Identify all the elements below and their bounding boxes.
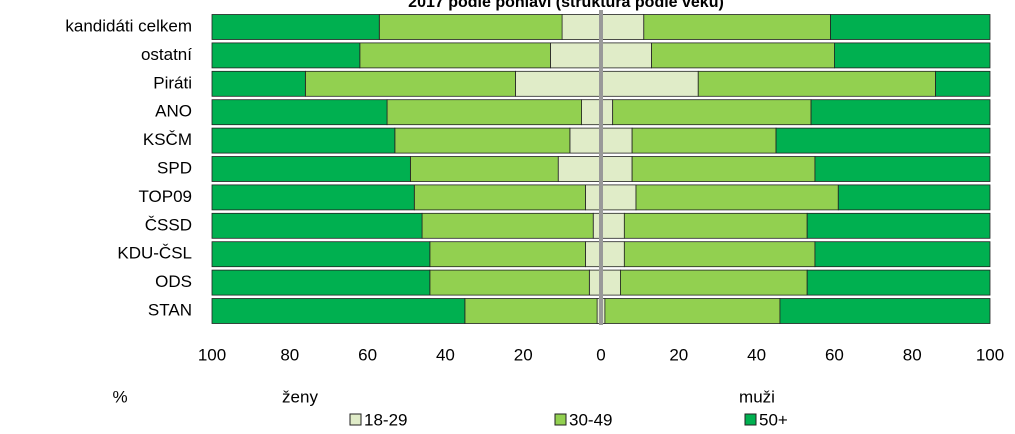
- legend-label: 30-49: [569, 410, 612, 429]
- bar-segment: [935, 70, 991, 97]
- category-label: ČSSD: [145, 215, 192, 234]
- bar-segment: [211, 99, 388, 126]
- bar-segment: [211, 241, 431, 268]
- bar-segment: [631, 127, 777, 154]
- bar-segment: [211, 269, 431, 296]
- bar-segment: [775, 127, 991, 154]
- bar-segment: [585, 241, 602, 268]
- bar-segment: [600, 241, 625, 268]
- x-axis-label: %: [112, 387, 127, 406]
- legend-label: 18-29: [364, 410, 407, 429]
- bar-segment: [386, 99, 582, 126]
- x-tick-label: 100: [976, 345, 1004, 364]
- left-side-label: ženy: [282, 387, 318, 406]
- bar-segment: [600, 212, 625, 239]
- bar-segment: [643, 14, 831, 40]
- bar-segment: [515, 70, 602, 97]
- bar-segment: [211, 184, 415, 211]
- bar-segment: [814, 241, 991, 268]
- category-label: ODS: [155, 272, 192, 291]
- bar-segment: [806, 212, 991, 239]
- x-tick-label: 60: [358, 345, 377, 364]
- category-label: KSČM: [143, 130, 192, 149]
- bar-segment: [359, 42, 551, 69]
- bar-segment: [623, 212, 808, 239]
- bar-segment: [837, 184, 991, 211]
- category-label: KDU-ČSL: [117, 244, 192, 263]
- bar-segment: [409, 156, 559, 182]
- bar-segment: [651, 42, 835, 69]
- bar-segment: [810, 99, 991, 126]
- x-tick-label: 80: [280, 345, 299, 364]
- bar-segment: [814, 156, 991, 182]
- bar-segment: [557, 156, 602, 182]
- bar-segment: [561, 14, 602, 40]
- bar-segment: [211, 14, 380, 40]
- category-label: ANO: [155, 102, 192, 121]
- bar-segment: [585, 184, 602, 211]
- bar-segment: [394, 127, 571, 154]
- legend-label: 50+: [759, 410, 788, 429]
- category-label: Piráti: [153, 73, 192, 92]
- bar-segment: [211, 70, 306, 97]
- legend-swatch: [744, 413, 757, 426]
- x-tick-label: 40: [436, 345, 455, 364]
- category-label: STAN: [148, 300, 192, 319]
- bar-segment: [612, 99, 812, 126]
- bar-segment: [429, 241, 586, 268]
- category-label: SPD: [157, 158, 192, 177]
- bar-segment: [581, 99, 602, 126]
- bar-segment: [378, 14, 563, 40]
- right-side-label: muži: [739, 387, 775, 406]
- x-tick-label: 40: [747, 345, 766, 364]
- x-tick-label: 20: [669, 345, 688, 364]
- bar-segment: [697, 70, 936, 97]
- bar-segment: [600, 184, 637, 211]
- bar-segment: [211, 156, 411, 182]
- bar-segment: [600, 269, 621, 296]
- legend-swatch: [554, 413, 567, 426]
- bar-segment: [600, 127, 633, 154]
- x-tick-label: 80: [903, 345, 922, 364]
- bar-segment: [631, 156, 816, 182]
- x-tick-label: 0: [596, 345, 605, 364]
- bar-segment: [429, 269, 590, 296]
- bar-segment: [600, 70, 699, 97]
- bar-segment: [211, 298, 466, 324]
- chart-title: 2017 podle pohlaví (struktura podle věku…: [408, 0, 724, 11]
- bar-segment: [413, 184, 586, 211]
- bar-segment: [604, 298, 781, 324]
- bar-segment: [421, 212, 594, 239]
- bar-segment: [635, 184, 839, 211]
- bar-segment: [211, 212, 423, 239]
- bar-segment: [620, 269, 808, 296]
- x-tick-label: 60: [825, 345, 844, 364]
- bar-segment: [304, 70, 516, 97]
- category-label: TOP09: [138, 187, 192, 206]
- bar-segment: [806, 269, 991, 296]
- bar-segment: [569, 127, 602, 154]
- bar-segment: [464, 298, 598, 324]
- x-tick-label: 20: [514, 345, 533, 364]
- bar-segment: [779, 298, 991, 324]
- category-label: ostatní: [141, 45, 192, 64]
- bar-segment: [600, 42, 652, 69]
- legend-swatch: [349, 413, 362, 426]
- bar-segment: [211, 127, 396, 154]
- bar-segment: [623, 241, 816, 268]
- bar-segment: [830, 14, 991, 40]
- bar-segment: [600, 156, 633, 182]
- bar-segment: [834, 42, 991, 69]
- x-tick-label: 100: [198, 345, 226, 364]
- category-label: kandidáti celkem: [65, 16, 192, 35]
- bar-segment: [550, 42, 602, 69]
- bar-segment: [211, 42, 361, 69]
- bar-segment: [600, 14, 645, 40]
